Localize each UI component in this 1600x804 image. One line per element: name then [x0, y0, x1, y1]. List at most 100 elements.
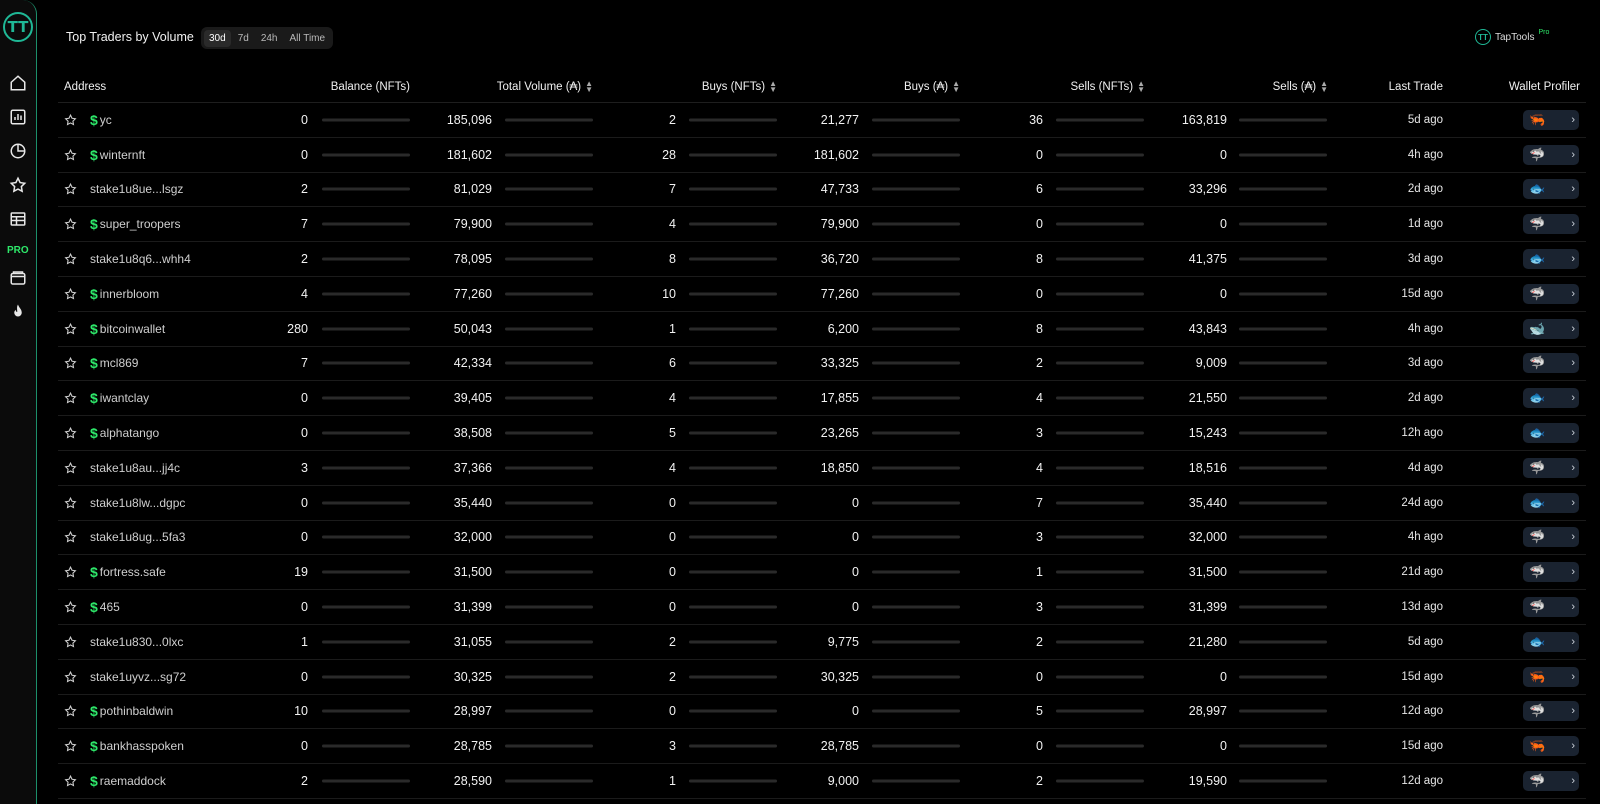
- wallet-profiler-button[interactable]: 🦈 ›: [1523, 562, 1579, 583]
- table-row[interactable]: stake1u8au...jj4c 3 37,366 4 18,850 4 18…: [58, 451, 1586, 486]
- column-sells-ada[interactable]: Sells (₳) ▲ ▼: [1272, 79, 1328, 94]
- wallet-profiler-button[interactable]: 🐟 ›: [1523, 388, 1579, 409]
- favorite-star-icon[interactable]: [64, 426, 77, 440]
- favorite-star-icon[interactable]: [64, 287, 77, 300]
- taptools-pro-brand[interactable]: TT TapTools Pro: [1475, 29, 1549, 45]
- favorite-star-icon[interactable]: [64, 705, 77, 718]
- wallet-profiler-button[interactable]: 🦈 ›: [1523, 527, 1579, 548]
- wallet-address-link[interactable]: $ iwantclay: [90, 390, 149, 406]
- chart-icon[interactable]: [8, 107, 28, 127]
- table-row[interactable]: stake1u8ug...5fa3 0 32,000 0 0 3 32,000 …: [58, 521, 1586, 556]
- favorite-star-icon[interactable]: [64, 218, 77, 231]
- table-row[interactable]: $ raemaddock 2 28,590 1 9,000 2 19,590 1…: [58, 764, 1586, 799]
- wallet-profiler-button[interactable]: 🐟 ›: [1523, 423, 1579, 444]
- wallet-address-link[interactable]: $ mcl869: [90, 355, 138, 371]
- last-trade-time: 3d ago: [1407, 357, 1443, 370]
- table-row[interactable]: stake1u8lw...dgpc 0 35,440 0 0 7 35,440 …: [58, 486, 1586, 521]
- range-all-time-button[interactable]: All Time: [289, 32, 326, 44]
- table-row[interactable]: stake1u830...0lxc 1 31,055 2 9,775 2 21,…: [58, 625, 1586, 660]
- wallet-address-link[interactable]: $ fortress.safe: [90, 564, 166, 580]
- favorite-star-icon[interactable]: [64, 322, 77, 335]
- column-total-volume[interactable]: Total Volume (₳) ▲ ▼: [496, 79, 593, 94]
- table-row[interactable]: $ 465 0 31,399 0 0 3 31,399 13d ago 🦈 ›: [58, 590, 1586, 625]
- table-row[interactable]: $ bankhasspoken 0 28,785 3 28,785 0 0 15…: [58, 729, 1586, 765]
- wallet-icon[interactable]: [8, 268, 28, 288]
- range-24h-button[interactable]: 24h: [260, 32, 278, 44]
- wallet-address-link[interactable]: $ bankhasspoken: [90, 738, 184, 754]
- wallet-address-link[interactable]: stake1u8lw...dgpc: [90, 496, 185, 510]
- column-sells-nfts[interactable]: Sells (NFTs) ▲ ▼: [1070, 79, 1145, 94]
- wallet-address-link[interactable]: $ winternft: [90, 147, 145, 163]
- wallet-address-link[interactable]: $ pothinbaldwin: [90, 703, 173, 719]
- fire-icon[interactable]: [8, 302, 28, 322]
- favorite-star-icon[interactable]: [64, 392, 77, 405]
- wallet-address-link[interactable]: $ alphatango: [90, 425, 159, 441]
- table-row[interactable]: $ yc 0 185,096 2 21,277 36 163,819 5d ag…: [58, 103, 1586, 138]
- favorite-star-icon[interactable]: [64, 635, 77, 648]
- table-icon[interactable]: [8, 209, 28, 229]
- table-row[interactable]: stake1u8ue...lsgz 2 81,029 7 47,733 6 33…: [58, 173, 1586, 208]
- range-7d-button[interactable]: 7d: [237, 32, 249, 44]
- table-row[interactable]: stake1u8q6...whh4 2 78,095 8 36,720 8 41…: [58, 242, 1586, 277]
- favorite-star-icon[interactable]: [64, 183, 77, 196]
- wallet-profiler-button[interactable]: 🐟 ›: [1523, 631, 1579, 652]
- wallet-profiler-button[interactable]: 🐟 ›: [1523, 179, 1579, 200]
- wallet-address-link[interactable]: $ yc: [90, 112, 112, 128]
- wallet-address-link[interactable]: stake1u8ug...5fa3: [90, 530, 185, 544]
- table-row[interactable]: $ pothinbaldwin 10 28,997 0 0 5 28,997 1…: [58, 695, 1586, 730]
- wallet-profiler-button[interactable]: 🦈 ›: [1523, 283, 1579, 304]
- wallet-profiler-button[interactable]: 🦐 ›: [1523, 109, 1579, 130]
- wallet-profiler-button[interactable]: 🐋 ›: [1523, 318, 1579, 339]
- favorite-star-icon[interactable]: [64, 566, 77, 579]
- pie-chart-icon[interactable]: [8, 141, 28, 161]
- wallet-address-link[interactable]: stake1u8ue...lsgz: [90, 182, 183, 196]
- favorite-star-icon[interactable]: [64, 113, 77, 126]
- table-row[interactable]: $ bitcoinwallet 280 50,043 1 6,200 8 43,…: [58, 312, 1586, 347]
- star-icon[interactable]: [8, 175, 28, 195]
- table-row[interactable]: $ mcl869 7 42,334 6 33,325 2 9,009 3d ag…: [58, 347, 1586, 382]
- table-row[interactable]: $ innerbloom 4 77,260 10 77,260 0 0 15d …: [58, 277, 1586, 312]
- wallet-profiler-button[interactable]: 🦈 ›: [1523, 597, 1579, 618]
- table-row[interactable]: $ iwantclay 0 39,405 4 17,855 4 21,550 2…: [58, 381, 1586, 417]
- table-row[interactable]: $ alphatango 0 38,508 5 23,265 3 15,243 …: [58, 416, 1586, 451]
- table-row[interactable]: $ super_troopers 7 79,900 4 79,900 0 0 1…: [58, 207, 1586, 243]
- favorite-star-icon[interactable]: [64, 670, 77, 683]
- wallet-address-link[interactable]: stake1u8q6...whh4: [90, 252, 191, 266]
- wallet-profiler-button[interactable]: 🦐 ›: [1523, 736, 1579, 757]
- column-buys-ada[interactable]: Buys (₳) ▲ ▼: [903, 79, 960, 94]
- home-icon[interactable]: [8, 73, 28, 93]
- wallet-profiler-button[interactable]: 🦈 ›: [1523, 214, 1579, 235]
- range-30d-button[interactable]: 30d: [204, 29, 231, 47]
- wallet-profiler-button[interactable]: 🦈 ›: [1523, 353, 1579, 374]
- wallet-profiler-button[interactable]: 🦐 ›: [1523, 666, 1579, 687]
- wallet-address-link[interactable]: $ raemaddock: [90, 773, 166, 789]
- wallet-profiler-button[interactable]: 🦈 ›: [1523, 771, 1579, 792]
- taptools-logo[interactable]: TT: [3, 12, 33, 42]
- wallet-address-link[interactable]: stake1u830...0lxc: [90, 635, 183, 649]
- favorite-star-icon[interactable]: [64, 531, 77, 544]
- wallet-profiler-button[interactable]: 🦈 ›: [1523, 457, 1579, 478]
- column-buys-nfts[interactable]: Buys (NFTs) ▲ ▼: [701, 79, 777, 94]
- favorite-star-icon[interactable]: [64, 252, 77, 266]
- favorite-star-icon[interactable]: [64, 148, 77, 161]
- favorite-star-icon[interactable]: [64, 774, 77, 788]
- pro-label[interactable]: PRO: [7, 245, 29, 256]
- favorite-star-icon[interactable]: [64, 357, 77, 370]
- favorite-star-icon[interactable]: [64, 600, 77, 614]
- wallet-profiler-button[interactable]: 🐟 ›: [1523, 492, 1579, 513]
- wallet-address-link[interactable]: stake1u8au...jj4c: [90, 461, 180, 475]
- wallet-profiler-button[interactable]: 🦈 ›: [1523, 144, 1579, 165]
- table-row[interactable]: $ fortress.safe 19 31,500 0 0 1 31,500 2…: [58, 555, 1586, 591]
- favorite-star-icon[interactable]: [64, 740, 77, 753]
- wallet-address-link[interactable]: $ bitcoinwallet: [90, 321, 165, 337]
- table-row[interactable]: $ winternft 0 181,602 28 181,602 0 0 4h …: [58, 138, 1586, 173]
- wallet-address-link[interactable]: $ super_troopers: [90, 216, 181, 232]
- favorite-star-icon[interactable]: [64, 496, 77, 509]
- favorite-star-icon[interactable]: [64, 461, 77, 474]
- wallet-profiler-button[interactable]: 🐟 ›: [1523, 249, 1579, 270]
- wallet-address-link[interactable]: stake1uyvz...sg72: [90, 670, 186, 684]
- wallet-address-link[interactable]: $ innerbloom: [90, 286, 159, 302]
- wallet-address-link[interactable]: $ 465: [90, 599, 120, 615]
- wallet-profiler-button[interactable]: 🦈 ›: [1523, 701, 1579, 722]
- table-row[interactable]: stake1uyvz...sg72 0 30,325 2 30,325 0 0 …: [58, 660, 1586, 695]
